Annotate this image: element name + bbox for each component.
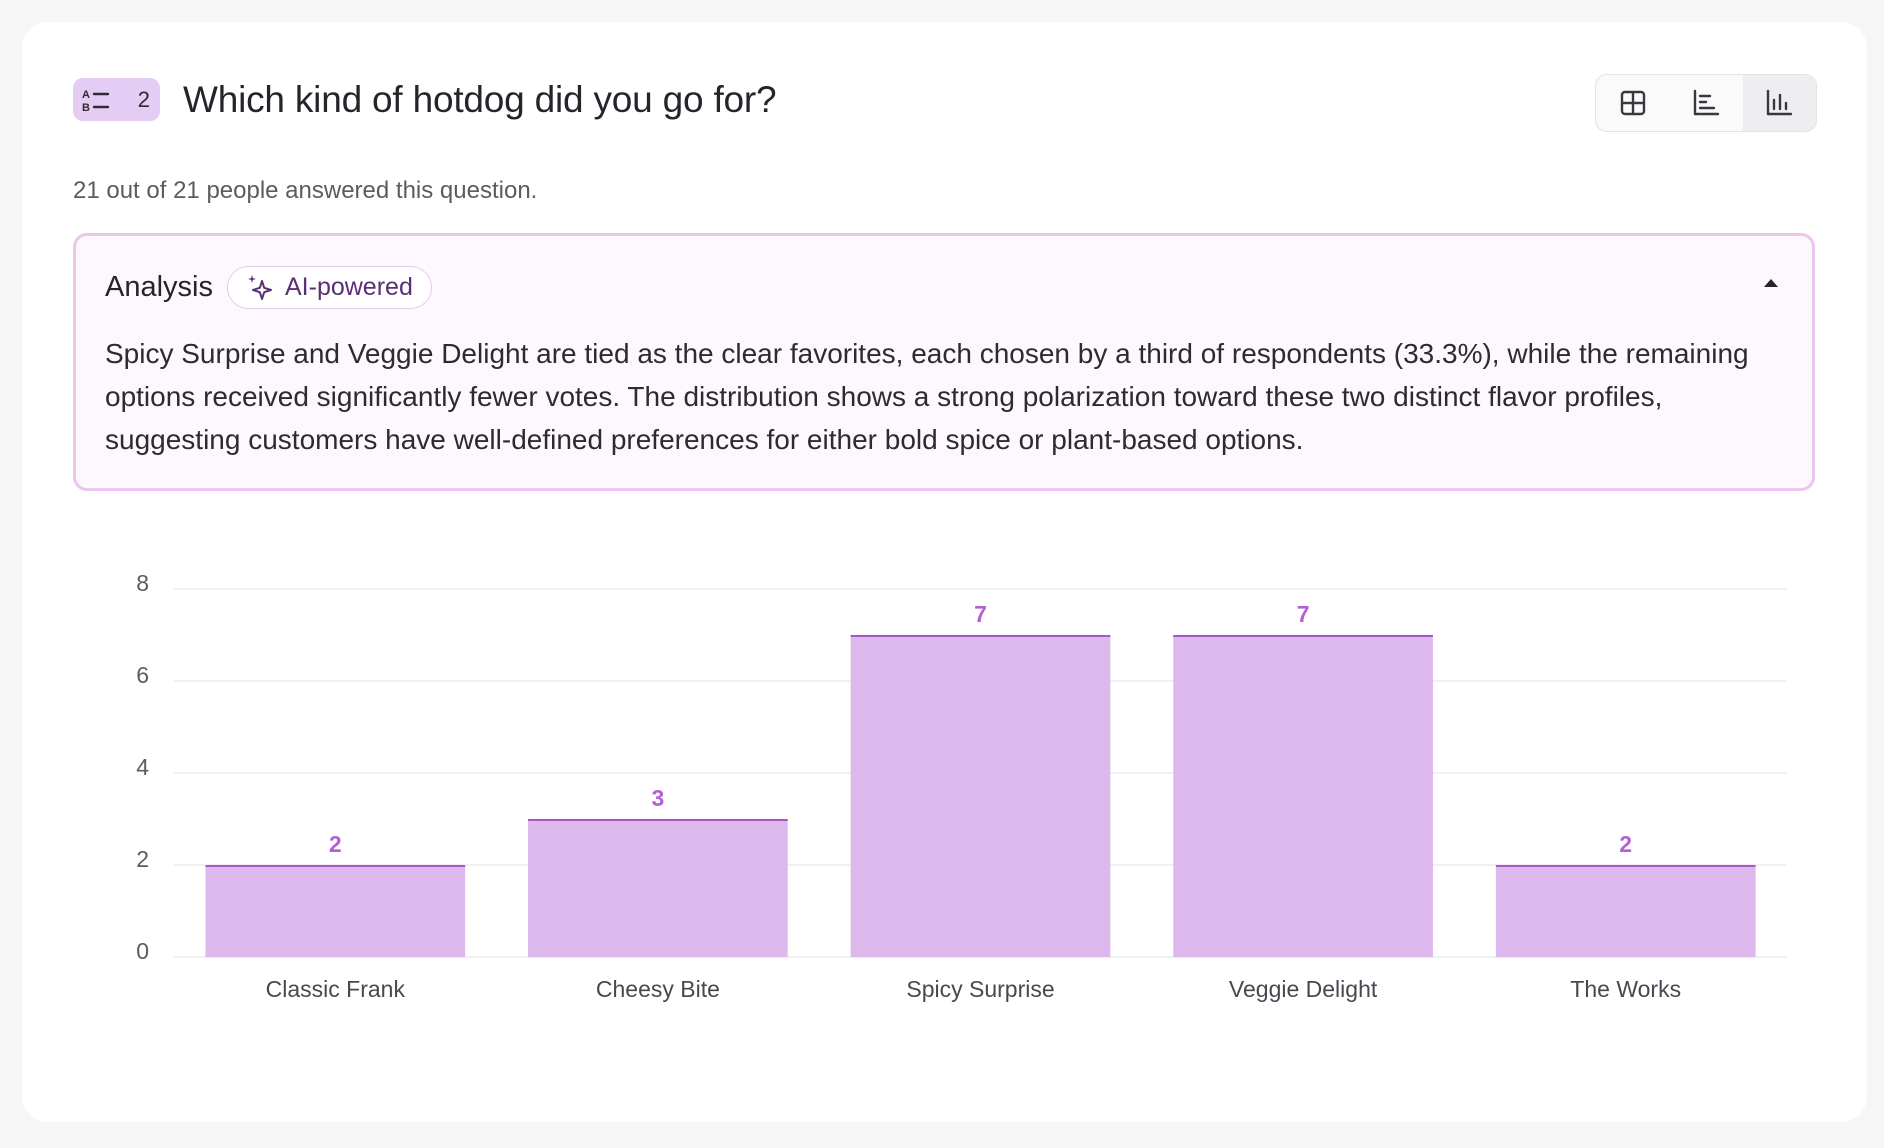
- analysis-header: Analysis AI-powered: [105, 266, 432, 309]
- bar-value-label: 2: [329, 831, 342, 857]
- y-tick-label: 4: [136, 754, 149, 780]
- y-tick-label: 2: [136, 846, 149, 872]
- x-tick-label: Veggie Delight: [1229, 976, 1378, 1002]
- analysis-panel: Analysis AI-powered Spicy Surprise and V…: [73, 233, 1815, 491]
- collapse-chevron-icon[interactable]: [1760, 274, 1782, 292]
- x-tick-label: The Works: [1570, 976, 1681, 1002]
- horizontal-bar-chart-icon: [1693, 89, 1720, 116]
- question-title: Which kind of hotdog did you go for?: [183, 78, 777, 120]
- x-tick-label: Spicy Surprise: [906, 976, 1054, 1002]
- bar: [1495, 865, 1756, 957]
- table-view-button[interactable]: [1596, 75, 1669, 131]
- view-toggle: [1595, 74, 1817, 132]
- y-tick-label: 6: [136, 662, 149, 688]
- table-icon: [1620, 90, 1645, 116]
- question-header: A B 2 Which kind of hotdog did you go fo…: [73, 78, 777, 121]
- ai-powered-label: AI-powered: [285, 273, 413, 301]
- question-number: 2: [137, 86, 150, 112]
- sparkles-icon: [248, 274, 272, 300]
- x-tick-label: Cheesy Bite: [596, 976, 720, 1002]
- bar-value-label: 7: [1297, 601, 1310, 627]
- question-card: A B 2 Which kind of hotdog did you go fo…: [22, 22, 1867, 1122]
- ai-powered-badge: AI-powered: [227, 266, 432, 309]
- vertical-bar-chart-icon: [1767, 89, 1793, 116]
- vertical-bar-view-button[interactable]: [1742, 75, 1816, 131]
- y-tick-label: 8: [136, 570, 149, 596]
- x-tick-label: Classic Frank: [266, 976, 406, 1002]
- svg-text:A: A: [82, 89, 90, 101]
- question-type-badge: A B 2: [73, 78, 160, 121]
- analysis-title: Analysis: [105, 271, 213, 303]
- horizontal-bar-view-button[interactable]: [1669, 75, 1742, 131]
- multiple-choice-icon: A B: [82, 89, 110, 114]
- analysis-text: Spicy Surprise and Veggie Delight are ti…: [105, 338, 1749, 455]
- response-count-text: 21 out of 21 people answered this questi…: [73, 177, 538, 204]
- bar: [528, 819, 788, 957]
- bar-value-label: 3: [652, 785, 665, 811]
- bar: [850, 635, 1111, 957]
- bar-chart: 0 2 4 6 8 2 Classic Frank 3 Cheesy Bite 7 Spicy Su…: [136, 570, 1787, 1002]
- bar-value-label: 2: [1619, 831, 1632, 857]
- bar-value-label: 7: [974, 601, 987, 627]
- y-tick-label: 0: [136, 938, 149, 964]
- svg-text:B: B: [82, 102, 90, 114]
- bar: [1173, 635, 1433, 957]
- bar: [205, 865, 466, 957]
